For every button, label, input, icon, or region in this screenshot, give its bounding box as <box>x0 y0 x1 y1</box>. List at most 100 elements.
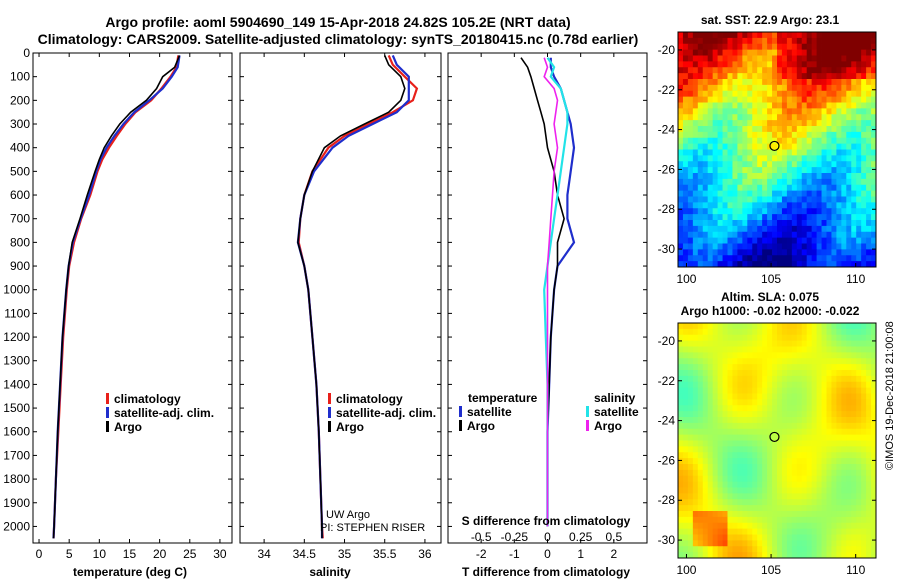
map-cell <box>791 387 798 394</box>
map-cell <box>841 184 847 192</box>
map-cell <box>841 220 847 227</box>
map-cell <box>722 131 728 139</box>
map-cell <box>871 131 877 139</box>
map-cell <box>692 231 699 239</box>
map-cell <box>856 375 862 383</box>
map-cell <box>757 346 763 353</box>
map-cell <box>757 61 763 68</box>
map-cell <box>772 126 778 133</box>
map-cell <box>826 522 832 530</box>
map-cell <box>851 190 857 197</box>
map-cell <box>796 237 803 244</box>
map-cell <box>712 328 718 336</box>
map-cell <box>752 323 758 330</box>
map-cell <box>697 352 704 359</box>
map-cell <box>791 528 798 535</box>
map-cell <box>866 55 872 62</box>
map-cell <box>856 511 862 518</box>
map-cell <box>861 452 867 459</box>
figure-title-line2: Climatology: CARS2009. Satellite-adjuste… <box>38 31 639 47</box>
map-cell <box>682 475 689 483</box>
map-cell <box>846 79 852 86</box>
map-cell <box>861 540 867 547</box>
map-cell <box>712 73 718 80</box>
map-cell <box>791 225 798 233</box>
map-cell <box>816 522 822 530</box>
map-cell <box>692 220 699 227</box>
y-tick-label: 700 <box>10 212 30 226</box>
map-cell <box>821 126 827 133</box>
map-cell <box>737 178 743 186</box>
map-cell <box>791 173 798 180</box>
map-cell <box>747 196 753 203</box>
map-cell <box>777 446 783 453</box>
map-cell <box>841 334 847 342</box>
map-cell <box>737 505 743 512</box>
map-cell <box>831 428 837 436</box>
map-cell <box>836 511 842 518</box>
map-cell <box>717 161 723 168</box>
map-cell <box>826 49 832 56</box>
map-cell <box>831 375 837 383</box>
map-cell <box>722 375 728 383</box>
map-cell <box>727 411 733 418</box>
map-cell <box>777 190 783 197</box>
map-cell <box>816 73 822 80</box>
map-cell <box>866 481 872 488</box>
map-cell <box>722 346 728 353</box>
map-cell <box>826 440 832 447</box>
map-cell <box>826 214 832 221</box>
map-cell <box>712 67 718 74</box>
map-cell <box>767 487 773 494</box>
map-cell <box>816 516 822 524</box>
map-cell <box>781 202 788 209</box>
map-cell <box>801 196 808 203</box>
map-cell <box>762 225 768 233</box>
map-cell <box>747 261 753 268</box>
map-cell <box>757 446 763 453</box>
map-cell <box>767 108 773 115</box>
map-cell <box>777 149 783 156</box>
map-cell <box>826 43 832 51</box>
map-cell <box>692 534 699 541</box>
map-cell <box>722 55 728 62</box>
map-cell <box>767 32 773 39</box>
map-cell <box>836 522 842 530</box>
map-cell <box>727 375 733 383</box>
map-cell <box>722 208 728 215</box>
map-cell <box>871 487 877 494</box>
map-cell <box>727 499 733 506</box>
map-cell <box>747 422 753 430</box>
map-cell <box>826 102 832 109</box>
map-cell <box>697 417 704 424</box>
map-cell <box>682 434 689 441</box>
map-cell <box>742 255 748 262</box>
map-cell <box>682 422 689 430</box>
map-cell <box>772 405 778 412</box>
map-cell <box>737 231 743 239</box>
map-cell <box>831 49 837 56</box>
map-cell <box>796 511 803 518</box>
map-cell <box>737 108 743 115</box>
map-cell <box>811 102 817 109</box>
map-cell <box>707 393 714 400</box>
map-cell <box>846 434 852 441</box>
map-cell <box>697 511 704 518</box>
map-cell <box>727 96 733 103</box>
map-cell <box>727 387 733 394</box>
map-cell <box>826 196 832 203</box>
map-cell <box>697 155 704 162</box>
map-cell <box>752 375 758 383</box>
map-cell <box>777 155 783 162</box>
map-cell <box>831 358 837 365</box>
map-cell <box>866 208 872 215</box>
map-cell <box>786 469 793 477</box>
map-cell <box>762 346 768 353</box>
s-tick-label: -0.5 <box>471 530 492 544</box>
map-cell <box>707 73 714 80</box>
map-cell <box>687 131 694 139</box>
map-cell <box>757 126 763 133</box>
map-cell <box>791 475 798 483</box>
map-cell <box>747 255 753 262</box>
map-cell <box>816 458 822 465</box>
